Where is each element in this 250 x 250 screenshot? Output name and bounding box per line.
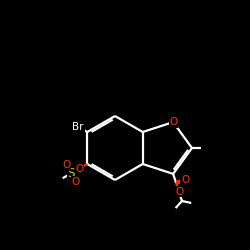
Text: O: O	[62, 160, 70, 170]
Text: O: O	[175, 187, 183, 197]
Text: O: O	[75, 164, 83, 174]
Text: O: O	[72, 177, 80, 187]
Text: S: S	[67, 167, 74, 180]
Text: O: O	[181, 175, 189, 185]
Text: O: O	[169, 117, 177, 127]
Text: Br: Br	[72, 122, 84, 132]
